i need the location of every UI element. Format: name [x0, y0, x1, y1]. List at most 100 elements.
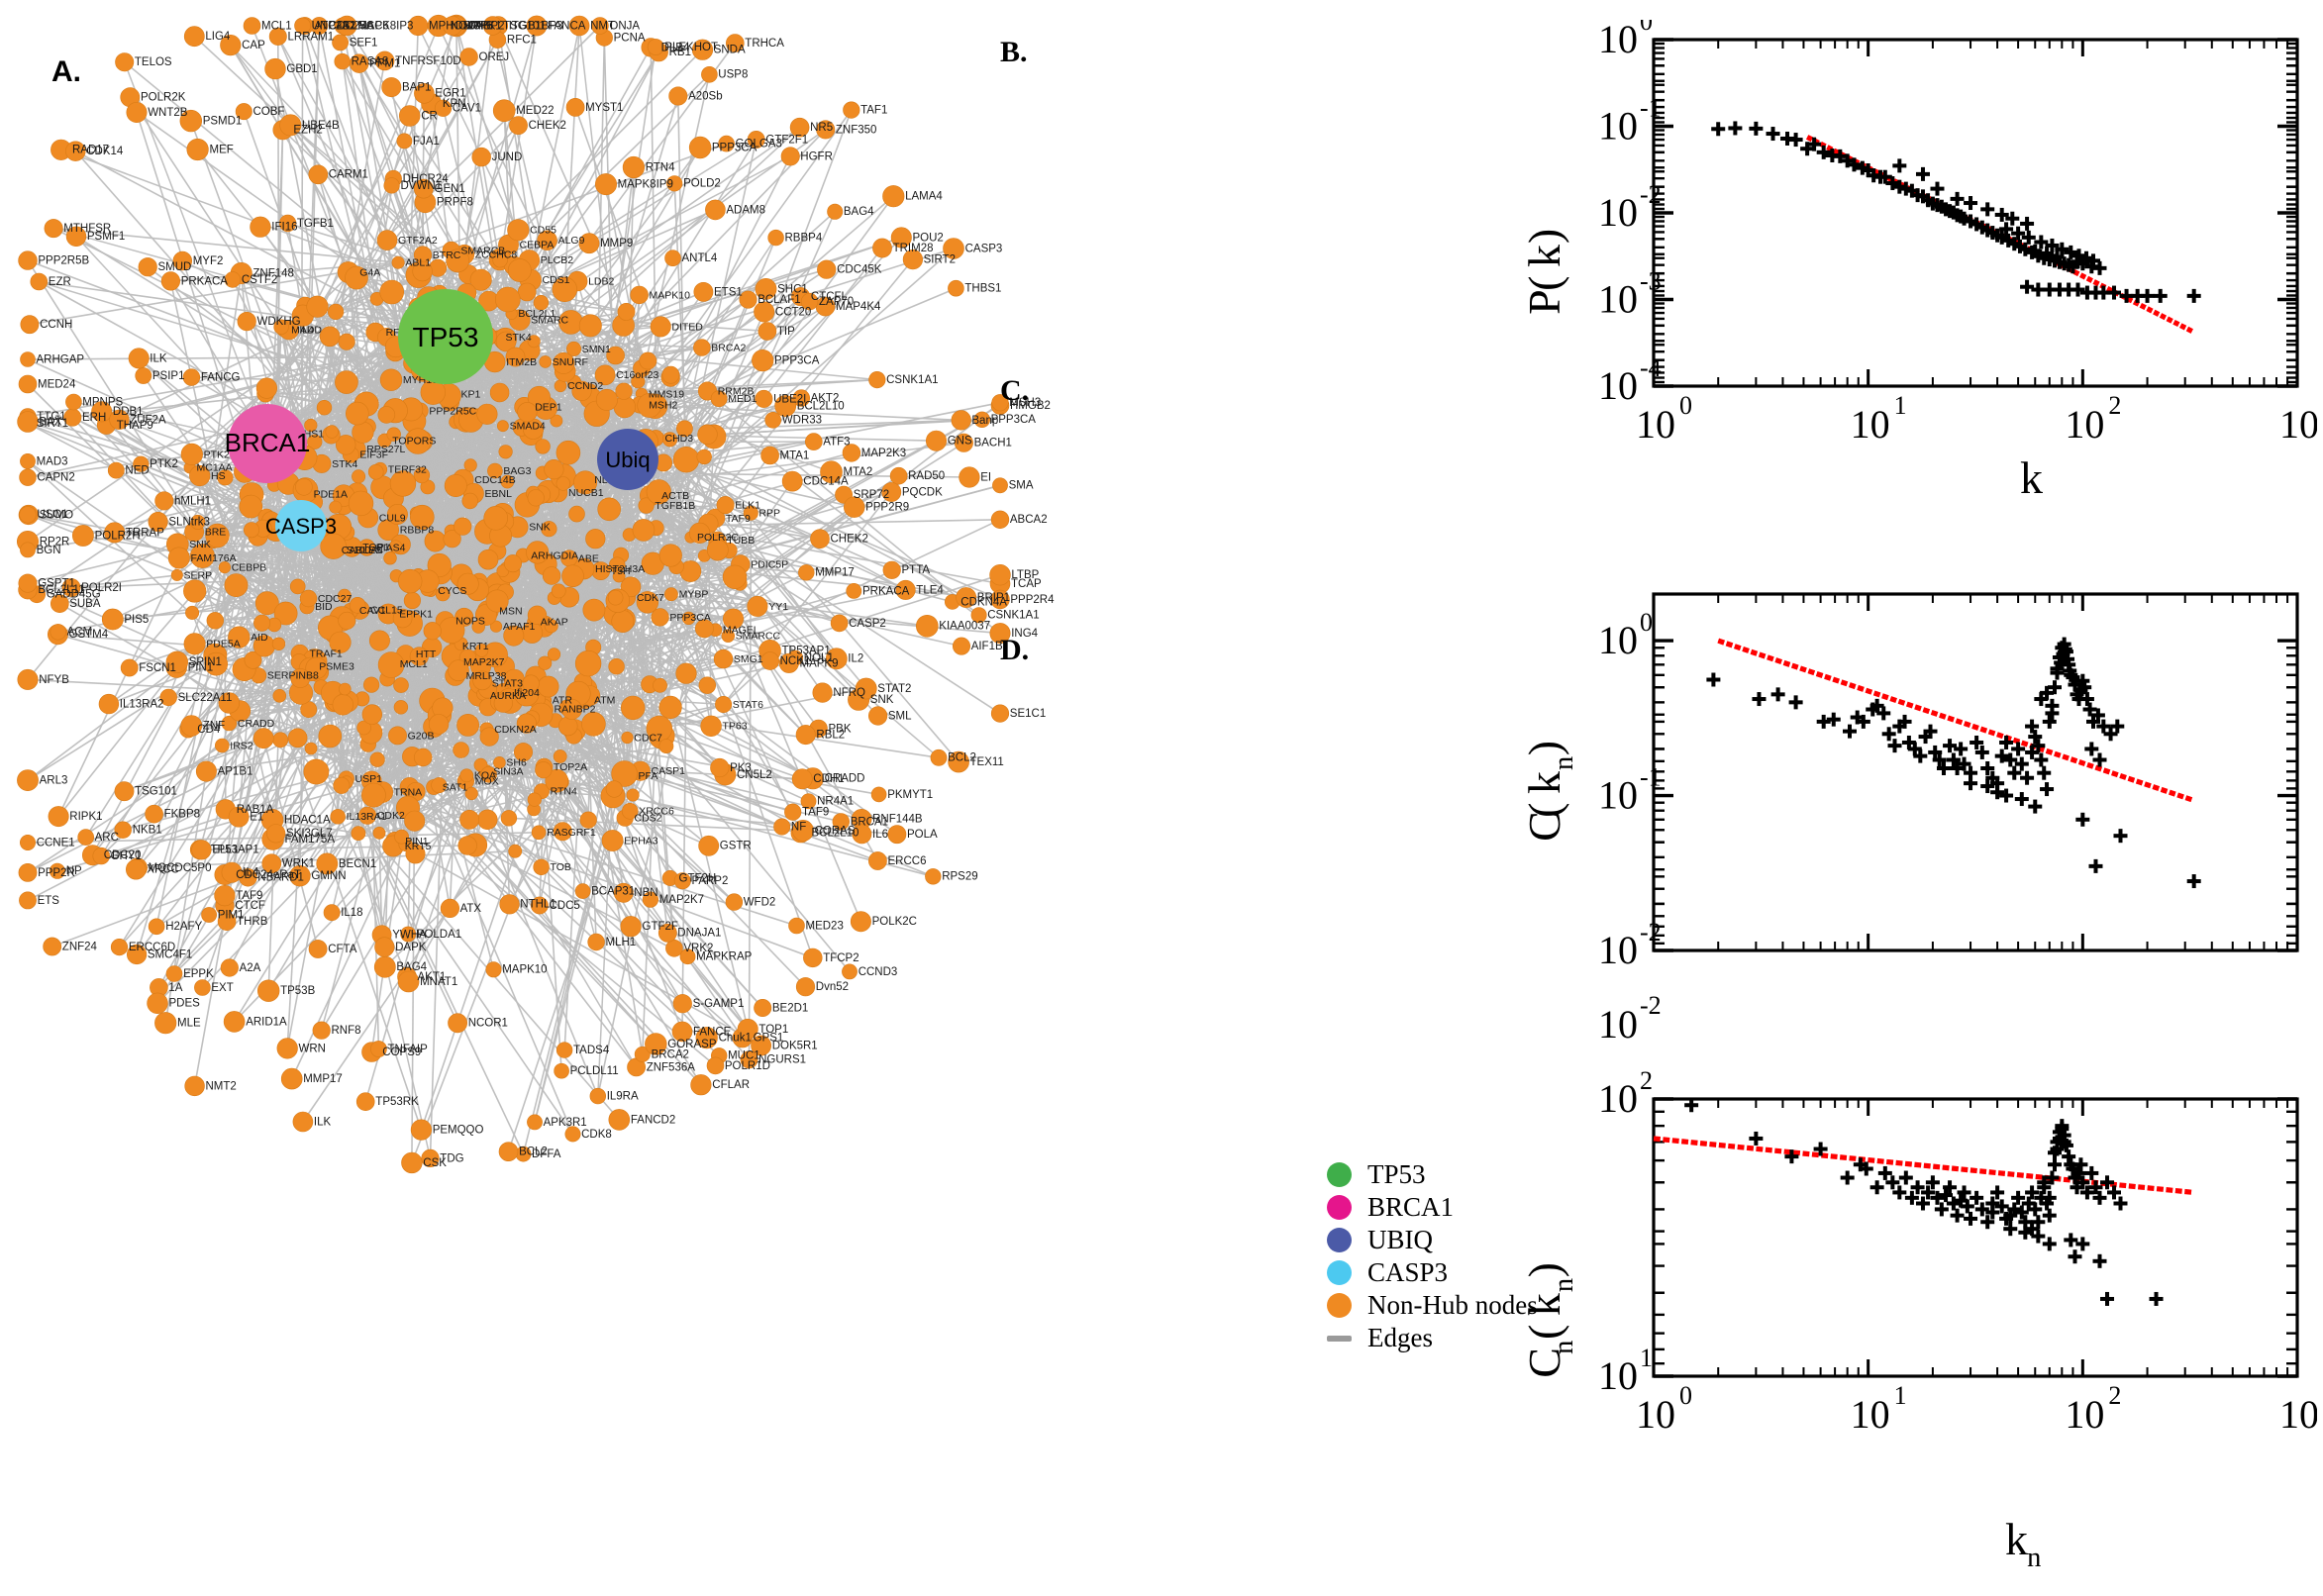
network-node[interactable]: [194, 979, 211, 996]
network-node[interactable]: [414, 83, 435, 104]
network-node[interactable]: [509, 116, 528, 136]
network-node[interactable]: [456, 714, 480, 737]
network-node[interactable]: [507, 219, 530, 242]
network-node[interactable]: [367, 463, 384, 480]
network-node[interactable]: [930, 748, 948, 766]
network-node[interactable]: [843, 101, 860, 119]
network-node[interactable]: [254, 591, 279, 616]
network-node[interactable]: [554, 1062, 569, 1079]
network-node[interactable]: [386, 427, 401, 442]
network-node[interactable]: [477, 809, 498, 830]
network-node[interactable]: [154, 491, 174, 511]
network-node[interactable]: [780, 147, 800, 166]
network-node[interactable]: [463, 458, 477, 472]
network-node[interactable]: [135, 367, 152, 384]
network-node[interactable]: [244, 522, 260, 539]
network-node[interactable]: [201, 907, 217, 923]
network-node[interactable]: [665, 939, 683, 957]
network-node[interactable]: [330, 809, 346, 825]
network-node[interactable]: [349, 596, 366, 614]
network-node[interactable]: [43, 937, 62, 956]
network-node[interactable]: [206, 612, 225, 630]
network-node[interactable]: [289, 864, 311, 887]
network-node[interactable]: [651, 608, 669, 627]
network-node[interactable]: [493, 755, 506, 769]
network-node[interactable]: [308, 164, 329, 185]
network-node[interactable]: [620, 695, 646, 721]
network-node[interactable]: [725, 893, 744, 911]
network-node[interactable]: [114, 781, 135, 802]
network-node[interactable]: [469, 268, 492, 291]
network-node[interactable]: [91, 401, 113, 423]
network-node[interactable]: [698, 676, 716, 694]
network-node[interactable]: [338, 682, 352, 696]
network-node[interactable]: [621, 802, 639, 820]
network-node[interactable]: [527, 385, 552, 410]
network-node[interactable]: [61, 578, 81, 597]
network-node[interactable]: [413, 178, 434, 199]
network-node[interactable]: [852, 824, 872, 845]
network-node[interactable]: [595, 388, 618, 411]
network-node[interactable]: [50, 624, 66, 641]
network-node[interactable]: [773, 818, 791, 836]
network-node[interactable]: [98, 693, 120, 715]
network-node[interactable]: [280, 1067, 303, 1090]
network-node[interactable]: [846, 583, 862, 599]
network-node[interactable]: [951, 410, 971, 431]
network-node[interactable]: [990, 704, 1010, 723]
network-node[interactable]: [638, 497, 655, 514]
network-node[interactable]: [695, 1027, 718, 1049]
network-node[interactable]: [872, 238, 892, 258]
network-node[interactable]: [17, 668, 39, 690]
network-node[interactable]: [172, 250, 193, 271]
network-node[interactable]: [647, 39, 664, 55]
network-node[interactable]: [337, 15, 357, 37]
network-node[interactable]: [218, 692, 241, 714]
network-node[interactable]: [485, 961, 502, 978]
network-node[interactable]: [622, 155, 646, 179]
network-node[interactable]: [272, 732, 289, 748]
network-node[interactable]: [381, 77, 402, 98]
network-node[interactable]: [165, 965, 183, 982]
network-node[interactable]: [195, 760, 217, 782]
network-node[interactable]: [795, 977, 816, 997]
network-node[interactable]: [607, 589, 624, 606]
network-node[interactable]: [190, 514, 206, 530]
network-node[interactable]: [180, 715, 203, 737]
network-node[interactable]: [325, 425, 339, 439]
network-node[interactable]: [672, 447, 700, 473]
network-node[interactable]: [461, 492, 478, 510]
network-node[interactable]: [800, 793, 817, 810]
network-node[interactable]: [954, 433, 973, 452]
network-node[interactable]: [706, 539, 729, 561]
network-node[interactable]: [101, 608, 124, 631]
network-node[interactable]: [126, 102, 148, 124]
network-node[interactable]: [552, 276, 577, 302]
network-node[interactable]: [722, 608, 744, 630]
network-node[interactable]: [221, 715, 238, 732]
network-node[interactable]: [671, 1021, 693, 1043]
network-node[interactable]: [272, 688, 287, 703]
network-node[interactable]: [19, 891, 37, 910]
network-node[interactable]: [882, 185, 905, 208]
network-node[interactable]: [653, 677, 667, 693]
network-node[interactable]: [299, 589, 318, 608]
network-node[interactable]: [307, 434, 323, 449]
network-node[interactable]: [243, 17, 261, 35]
network-node[interactable]: [329, 500, 343, 514]
network-node[interactable]: [18, 250, 38, 270]
network-node[interactable]: [443, 16, 463, 36]
network-node[interactable]: [423, 622, 442, 641]
network-node[interactable]: [189, 464, 211, 487]
network-node[interactable]: [943, 238, 964, 259]
network-node[interactable]: [184, 1075, 205, 1097]
network-node[interactable]: [170, 568, 183, 581]
network-node[interactable]: [693, 281, 714, 302]
network-node[interactable]: [688, 136, 712, 159]
network-node[interactable]: [401, 1151, 423, 1174]
network-node[interactable]: [804, 433, 823, 450]
network-node[interactable]: [374, 937, 395, 957]
network-node[interactable]: [767, 229, 784, 247]
network-node[interactable]: [104, 522, 126, 544]
network-node[interactable]: [541, 521, 557, 538]
